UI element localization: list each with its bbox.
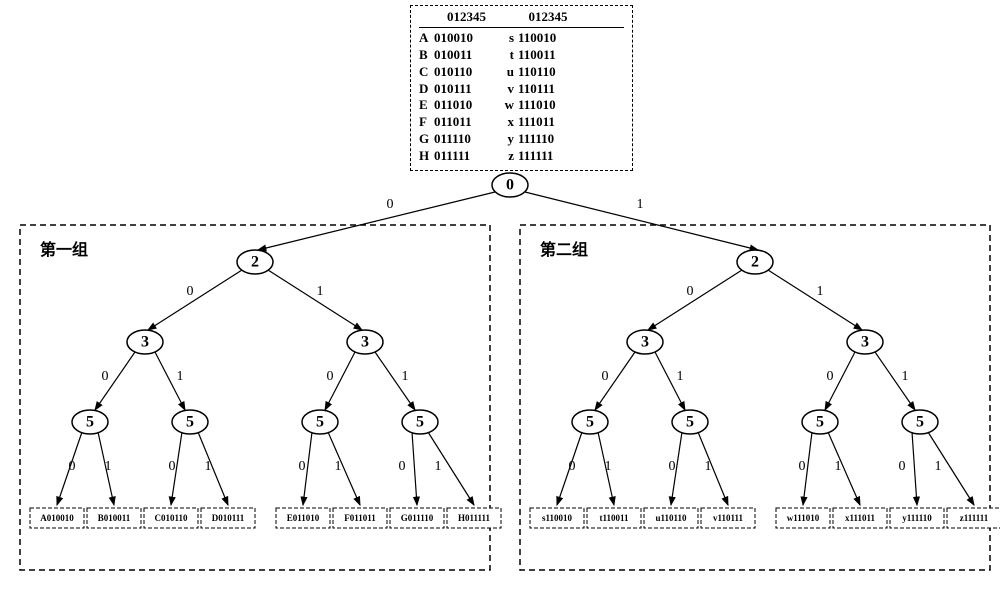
svg-text:2: 2 [251,254,259,271]
svg-text:1: 1 [205,459,212,474]
svg-text:y111110: y111110 [902,513,932,523]
svg-text:1: 1 [935,459,942,474]
code-table: 012345 012345 A010010s110010B010011t1100… [410,5,633,171]
svg-text:1: 1 [402,369,409,384]
svg-text:0: 0 [299,459,306,474]
table-row: G011110y111110 [419,131,624,148]
svg-text:0: 0 [899,459,906,474]
svg-text:1: 1 [105,459,112,474]
svg-text:1: 1 [817,284,824,299]
group1-label: 第一组 [40,240,88,259]
svg-text:5: 5 [186,414,194,431]
svg-text:0: 0 [387,197,394,212]
svg-text:v110111: v110111 [713,513,744,523]
svg-text:z111111: z111111 [960,513,989,523]
svg-text:3: 3 [641,334,649,351]
svg-text:1: 1 [902,369,909,384]
svg-text:0: 0 [569,459,576,474]
svg-text:0: 0 [69,459,76,474]
svg-text:D010111: D010111 [212,513,245,523]
table-row: B010011t110011 [419,47,624,64]
svg-text:1: 1 [177,369,184,384]
svg-text:F011011: F011011 [344,513,376,523]
svg-text:A010010: A010010 [40,513,74,523]
root-label: 0 [506,177,514,194]
svg-text:E011010: E011010 [287,513,320,523]
svg-text:3: 3 [861,334,869,351]
svg-text:1: 1 [317,284,324,299]
table-row: E011010w111010 [419,97,624,114]
svg-text:5: 5 [686,414,694,431]
svg-text:5: 5 [586,414,594,431]
svg-text:C010110: C010110 [154,513,188,523]
svg-text:5: 5 [916,414,924,431]
table-row: F011011x111011 [419,114,624,131]
svg-text:1: 1 [677,369,684,384]
svg-text:0: 0 [602,369,609,384]
svg-text:0: 0 [399,459,406,474]
svg-text:3: 3 [141,334,149,351]
svg-text:u110110: u110110 [655,513,687,523]
svg-text:0: 0 [327,369,334,384]
svg-text:3: 3 [361,334,369,351]
svg-text:5: 5 [316,414,324,431]
table-row: D010111v110111 [419,81,624,98]
svg-text:0: 0 [669,459,676,474]
table-row: H011111z111111 [419,148,624,165]
svg-text:x111011: x111011 [845,513,876,523]
svg-text:2: 2 [751,254,759,271]
svg-text:1: 1 [637,197,644,212]
group2-label: 第二组 [540,240,588,259]
svg-text:5: 5 [816,414,824,431]
svg-text:1: 1 [605,459,612,474]
svg-text:B010011: B010011 [98,513,131,523]
svg-text:t110011: t110011 [599,513,629,523]
svg-text:5: 5 [86,414,94,431]
svg-text:1: 1 [705,459,712,474]
svg-text:H011111: H011111 [458,513,491,523]
svg-text:0: 0 [799,459,806,474]
table-row: A010010s110010 [419,30,624,47]
hdr-right: 012345 [518,9,578,26]
svg-text:1: 1 [335,459,342,474]
svg-text:0: 0 [827,369,834,384]
svg-text:1: 1 [435,459,442,474]
svg-text:0: 0 [687,284,694,299]
svg-text:s110010: s110010 [542,513,573,523]
table-row: C010110u110110 [419,64,624,81]
svg-text:1: 1 [835,459,842,474]
hdr-left: 012345 [434,9,499,26]
svg-text:0: 0 [102,369,109,384]
tree-diagram: 第一组 第二组 0 0 1 2 0 1 3 0 1 3 0 1 5 0 1 5 0 1 5 0… [0,170,1000,590]
svg-text:w111010: w111010 [787,513,820,523]
svg-text:5: 5 [416,414,424,431]
svg-text:G011110: G011110 [401,513,434,523]
svg-text:0: 0 [169,459,176,474]
svg-text:0: 0 [187,284,194,299]
